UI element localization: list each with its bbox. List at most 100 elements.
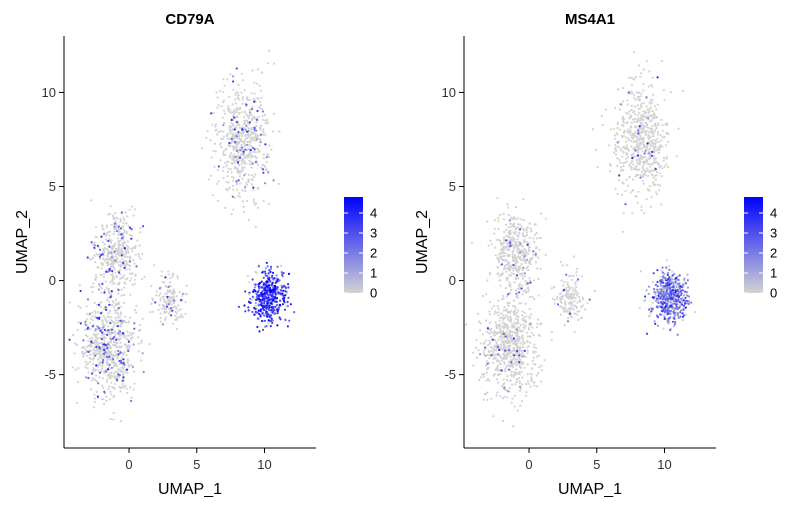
data-point [261,163,264,167]
data-point [656,306,659,309]
data-point [569,306,572,309]
data-point [527,382,530,385]
data-point [89,345,92,348]
data-point [536,237,539,240]
data-point [639,121,642,124]
data-point [121,367,124,370]
data-point [222,166,225,169]
data-point [107,252,110,255]
data-point [638,145,642,148]
data-point [510,272,513,275]
data-point [94,315,97,318]
data-point [110,292,113,295]
data-point [184,301,187,304]
data-point [537,256,540,259]
data-point [241,128,244,131]
data-point [503,241,506,244]
data-point [584,308,587,311]
data-point [508,368,511,371]
data-point [271,282,274,285]
data-point [576,313,579,316]
data-point [211,123,214,126]
data-point [88,337,91,340]
data-point [556,297,559,300]
data-point [632,152,635,155]
data-point [657,140,661,144]
data-point [110,341,113,344]
data-point [509,222,512,225]
data-point [511,331,514,334]
data-point [106,333,109,336]
data-point [141,252,144,255]
data-point [140,339,143,342]
data-point [628,176,632,179]
data-point [269,291,272,294]
data-point [649,131,653,134]
data-point [127,365,130,368]
data-point [252,97,255,100]
data-point [530,230,533,233]
data-point [574,290,577,293]
data-point [642,173,645,176]
data-point [166,291,169,294]
data-point [282,289,285,292]
data-point [673,317,676,320]
data-point [636,120,639,123]
data-point [116,357,119,360]
data-point [512,304,515,308]
data-point [86,345,89,348]
data-point [117,316,120,319]
data-point [175,307,178,310]
data-point [556,295,559,298]
data-point [512,273,516,276]
data-point [267,62,270,65]
data-point [90,311,93,314]
data-point [128,208,131,211]
data-point [251,119,254,122]
data-point [111,282,114,285]
data-point [135,304,138,307]
data-point [115,302,118,305]
data-point [105,380,108,383]
data-point [164,292,167,296]
data-point [497,345,500,349]
data-point [264,267,267,270]
data-point [114,341,117,344]
data-point [278,316,281,319]
data-point [94,349,97,352]
data-point [247,309,250,312]
data-point [530,376,533,379]
data-point [260,280,263,283]
data-point [126,215,129,218]
data-point [235,102,238,105]
data-point [108,238,111,241]
data-point [529,262,532,265]
data-point [107,230,110,233]
data-point [222,150,225,153]
data-point [642,102,645,105]
data-point [124,250,127,253]
data-point [88,313,91,316]
data-point [660,203,663,206]
data-point [511,259,514,262]
data-point [218,90,221,93]
data-point [221,116,224,119]
data-point [515,259,518,262]
data-point [252,146,255,149]
data-point [119,333,122,336]
data-point [273,287,276,290]
data-point [526,258,529,261]
data-point [279,264,283,267]
data-point [648,70,651,73]
data-point [571,307,574,310]
data-point [111,279,114,282]
data-point [490,307,493,310]
data-point [518,302,521,305]
data-point [649,144,652,147]
data-point [139,231,142,234]
data-point [574,283,577,286]
data-point [125,268,128,271]
data-point [634,98,637,101]
data-point [512,264,515,267]
data-point [521,317,524,320]
